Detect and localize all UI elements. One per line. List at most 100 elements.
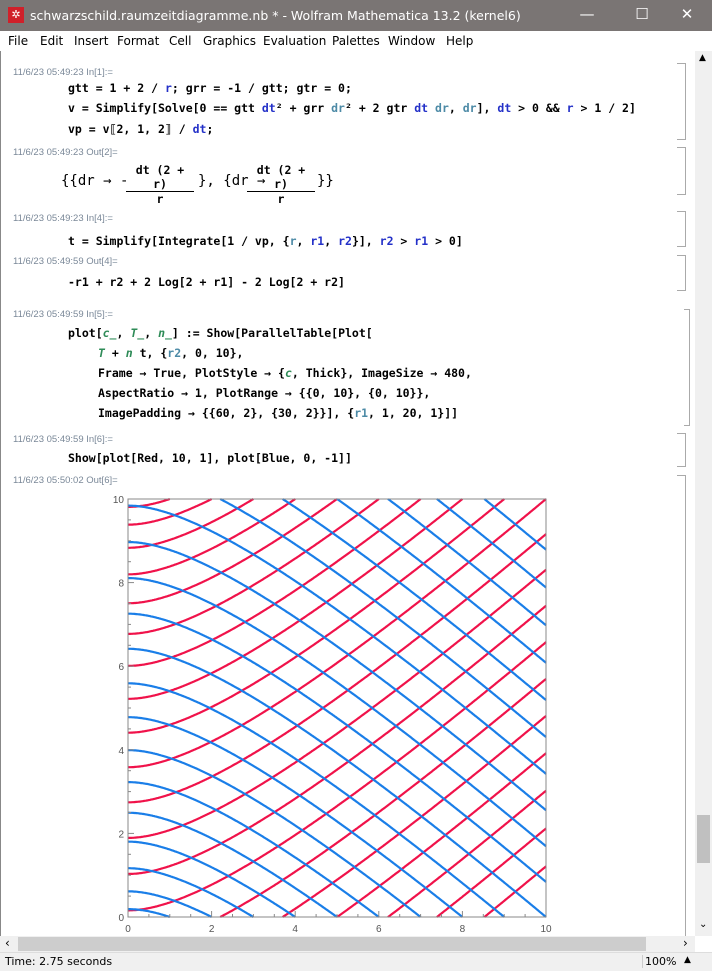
input-cell-1-line-1[interactable]: gtt = 1 + 2 / r; grr = -1 / gtt; gtr = 0… [68, 81, 352, 95]
input-cell-4[interactable]: t = Simplify[Integrate[1 / vp, {r, r1, r… [68, 234, 463, 248]
menu-format[interactable]: Format [117, 34, 160, 48]
cell-bracket[interactable] [677, 255, 686, 291]
menu-window[interactable]: Window [388, 34, 436, 48]
status-bar: Time: 2.75 seconds 100% ▲ [0, 952, 712, 971]
input-cell-6[interactable]: Show[plot[Red, 10, 1], plot[Blue, 0, -1]… [68, 451, 352, 465]
scroll-up-icon[interactable]: ▲ [699, 53, 706, 63]
denominator: r [277, 192, 285, 206]
vertical-scrollbar[interactable]: ▲ ⌄ [695, 51, 712, 936]
red-curve-r1-13 [127, 604, 547, 876]
input-cell-5-line-4[interactable]: AspectRatio → 1, PlotRange → {{0, 10}, {… [98, 386, 430, 400]
output-2-close: }} [317, 173, 334, 189]
code-token: }], [351, 234, 380, 248]
zoom-menu-icon[interactable]: ▲ [684, 955, 691, 965]
cell-label-out6: 11/6/23 05:50:02 Out[6]= [13, 475, 118, 486]
spacetime-diagram-plot[interactable]: 0 2 4 6 8 10 0 2 4 6 8 10 [101, 491, 561, 936]
cell-label-in1: 11/6/23 05:49:23 In[1]:= [13, 67, 113, 78]
cell-label-out4: 11/6/23 05:49:59 Out[4]= [13, 256, 118, 267]
menu-graphics[interactable]: Graphics [203, 34, 256, 48]
zoom-level[interactable]: 100% [642, 955, 676, 968]
y-tick-label: 4 [118, 746, 124, 757]
red-curve-r1-11 [128, 533, 547, 804]
cell-label-in6: 11/6/23 05:49:59 In[6]:= [13, 434, 113, 445]
blue-curve-r1-6 [128, 781, 380, 918]
input-cell-5-line-3[interactable]: Frame → True, PlotStyle → {c, Thick}, Im… [98, 366, 472, 380]
red-curve-r1-9 [128, 498, 505, 734]
menu-palettes[interactable]: Palettes [332, 34, 380, 48]
menu-file[interactable]: File [8, 34, 29, 48]
code-token: ImagePadding → {{60, 2}, {30, 2}}], { [98, 406, 355, 420]
output-2-mid: }, {dr → [198, 173, 266, 189]
title-bar: ✲ schwarzschild.raumzeitdiagramme.nb * -… [0, 0, 712, 31]
code-token: r1 [414, 234, 429, 248]
input-cell-1-line-2[interactable]: v = Simplify[Solve[0 == gtt dt² + grr dr… [68, 101, 636, 115]
code-token [428, 101, 435, 115]
y-tick-label: 6 [118, 662, 124, 673]
menu-cell[interactable]: Cell [169, 34, 192, 48]
menu-edit[interactable]: Edit [40, 34, 64, 48]
horizontal-scroll-thumb[interactable] [18, 937, 646, 951]
x-tick-label: 2 [209, 924, 215, 935]
input-cell-1-line-3[interactable]: vp = v⟦2, 1, 2⟧ / dt; [68, 122, 213, 136]
code-token: ² + 2 gtr [344, 101, 415, 115]
cell-bracket[interactable] [677, 211, 686, 247]
code-token: > 1 / 2] [573, 101, 636, 115]
blue-curve-r1-18 [387, 498, 547, 627]
scroll-right-icon[interactable]: › [683, 936, 688, 950]
x-tick-label: 0 [125, 924, 131, 935]
red-curve-r1-4 [127, 498, 296, 576]
blue-curve-r1-16 [282, 498, 547, 701]
code-token: AspectRatio → 1, PlotRange → {{0, 10}, {… [98, 386, 431, 400]
cell-bracket[interactable] [677, 147, 686, 195]
close-button[interactable]: ✕ [680, 5, 694, 23]
code-token: dr [462, 101, 477, 115]
code-token: dt [192, 122, 207, 136]
x-tick-label: 10 [540, 924, 552, 935]
code-token: > [393, 234, 415, 248]
code-token: t, { [132, 346, 168, 360]
cell-bracket[interactable] [677, 63, 686, 140]
maximize-button[interactable]: ☐ [635, 5, 649, 23]
menu-help[interactable]: Help [446, 34, 474, 48]
input-cell-5-line-1[interactable]: plot[c_, T_, n_] := Show[ParallelTable[P… [68, 326, 373, 340]
scroll-left-icon[interactable]: ‹ [5, 936, 10, 950]
cell-bracket[interactable] [684, 309, 690, 426]
code-token: r [566, 101, 574, 115]
red-curve-r1-6 [128, 498, 380, 635]
blue-curve-r1-10 [128, 647, 547, 918]
cell-label-in5: 11/6/23 05:49:59 In[5]:= [13, 309, 113, 320]
code-token: ² + grr [275, 101, 332, 115]
code-token: plot[ [68, 326, 103, 340]
cell-bracket[interactable] [677, 475, 686, 936]
code-token: , 0, 10}, [181, 346, 244, 360]
code-token: , 1, 20, 1}]] [368, 406, 459, 420]
cell-bracket[interactable] [677, 433, 686, 467]
y-tick-label: 0 [118, 913, 124, 924]
code-token: dt [261, 101, 276, 115]
red-curve-r1-12 [128, 568, 547, 839]
menu-evaluation[interactable]: Evaluation [263, 34, 327, 48]
code-token: r2 [167, 346, 182, 360]
menu-insert[interactable]: Insert [74, 34, 109, 48]
x-tick-label: 6 [376, 924, 382, 935]
red-curve-r1-5 [128, 498, 338, 605]
horizontal-scrollbar[interactable]: ‹ › [0, 936, 695, 952]
numerator: dt (2 + r) [247, 163, 315, 192]
scroll-down-icon[interactable]: ⌄ [699, 919, 708, 930]
red-curve-r1-10 [128, 498, 547, 769]
code-token: vp = v⟦2, 1, 2⟧ / [68, 122, 193, 136]
code-token: T_ [130, 326, 145, 340]
notebook-area[interactable]: 11/6/23 05:49:23 In[1]:= gtt = 1 + 2 / r… [0, 51, 696, 936]
blue-curve-r1-3 [128, 867, 254, 918]
vertical-scroll-thumb[interactable] [697, 815, 710, 863]
input-cell-5-line-5[interactable]: ImagePadding → {{60, 2}, {30, 2}}], {r1,… [98, 406, 458, 420]
output-text: {{dr → - [61, 173, 129, 189]
code-token: r2 [338, 234, 352, 248]
cell-label-out2: 11/6/23 05:49:23 Out[2]= [13, 147, 118, 158]
code-token: ] := Show[ParallelTable[Plot[ [171, 326, 373, 340]
minimize-button[interactable]: — [579, 5, 595, 23]
code-token: c_ [102, 326, 117, 340]
blue-curve-r1-1 [128, 908, 171, 919]
input-cell-5-line-2[interactable]: T + n t, {r2, 0, 10}, [98, 346, 243, 360]
code-token: T [98, 346, 105, 360]
